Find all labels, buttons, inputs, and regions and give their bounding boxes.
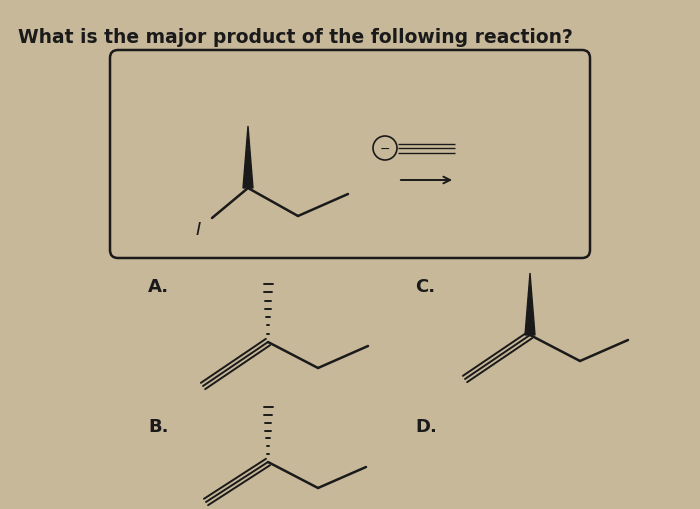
Text: B.: B. bbox=[148, 418, 169, 436]
Text: A.: A. bbox=[148, 278, 169, 296]
Polygon shape bbox=[525, 273, 535, 335]
Text: What is the major product of the following reaction?: What is the major product of the followi… bbox=[18, 28, 573, 47]
Polygon shape bbox=[243, 126, 253, 188]
Text: −: − bbox=[379, 143, 391, 156]
Text: D.: D. bbox=[415, 418, 437, 436]
Text: C.: C. bbox=[415, 278, 435, 296]
Text: I: I bbox=[195, 221, 201, 239]
